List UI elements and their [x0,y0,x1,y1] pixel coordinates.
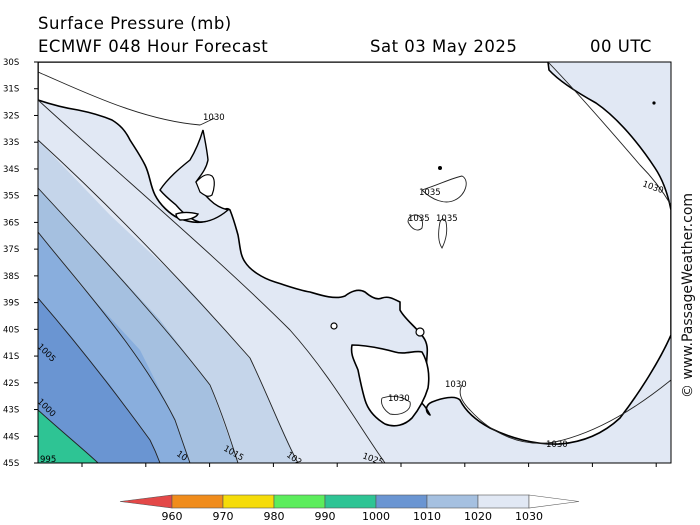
eyre-peninsula [195,174,215,197]
isobar-label: 1035 [436,214,458,224]
legend-value-label: 990 [315,510,336,523]
isobar-1035-a [421,175,467,203]
isobar-label: 1030 [546,440,568,450]
forecast-time: 00 UTC [590,37,652,56]
flinders-island [415,327,425,337]
legend-value-label: 970 [213,510,234,523]
isobar-label: 1035 [419,188,441,198]
isobar-1005 [38,297,161,463]
isobar-1025 [38,99,386,463]
isobar-1035-b [407,214,423,231]
isobar-label: 995 [40,455,56,465]
latitude-tick-label: 44S [3,432,19,442]
isobar-1035-c [438,218,448,249]
isobar-label: 1030 [388,394,410,404]
inland-lake [438,166,442,170]
latitude-tick-label: 33S [3,138,19,148]
legend-swatch [222,494,275,509]
legend-value-label: 960 [162,510,183,523]
isobar-lines [38,62,671,463]
latitude-tick-label: 38S [3,272,19,282]
legend-value-label: 1030 [515,510,543,523]
isobar-1015 [38,187,239,463]
legend-value-label: 980 [264,510,285,523]
latitude-tick-label: 36S [3,218,19,228]
isobar-1020 [38,139,299,463]
latitude-axis: 30S 31S 32S 33S 34S 35S 36S 37S 38S 39S 40S 41S 42S 4… [3,58,38,469]
legend-value-label: 1020 [464,510,492,523]
legend-value-label: 1010 [413,510,441,523]
latitude-tick-label: 39S [3,299,19,309]
latitude-tick-label: 42S [3,379,19,389]
latitude-tick-label: 31S [3,85,19,95]
isobar-label: 1035 [408,214,430,224]
legend-value-label: 1000 [362,510,390,523]
isobar-1030-tas [381,395,411,415]
latitude-tick-label: 30S [3,58,19,68]
map-title: Surface Pressure (mb) [38,14,232,33]
map-frame [37,61,672,464]
latitude-tick-label: 35S [3,192,19,202]
legend-swatch [426,494,479,509]
latitude-tick-label: 37S [3,245,19,255]
tasmania-island [350,344,430,427]
isobar-label: 1025 [361,451,385,468]
legend-swatch [171,494,224,509]
kangaroo-island [175,211,200,221]
latitude-tick-label: 41S [3,352,19,362]
pressure-map: 1030 1030 1035 1035 1035 1030 1030 1030 … [3,58,672,469]
isobar-label: 1030 [203,113,225,123]
isobar-label: 1030 [445,380,467,390]
pressure-band-1005 [38,298,160,463]
bass-strait-island [330,322,338,330]
legend-arrow-low [119,494,173,509]
latitude-tick-label: 40S [3,325,19,335]
watermark: © www.PassageWeather.com [680,193,696,398]
isobar-1030-south [459,379,671,444]
latitude-tick-label: 34S [3,165,19,175]
latitude-tick-label: 32S [3,111,19,121]
forecast-model-label: ECMWF 048 Hour Forecast [38,37,269,56]
legend-swatch [375,494,428,509]
latitude-tick-label: 43S [3,406,19,416]
offshore-island [652,101,656,105]
legend-labels: 960 970 980 990 1000 1010 1020 1030 [162,510,544,523]
watermark-text: © www.PassageWeather.com [680,193,696,398]
latitude-tick-label: 45S [3,459,19,469]
isobar-1000 [38,409,99,463]
legend-swatch [273,494,326,509]
forecast-date: Sat 03 May 2025 [370,37,518,56]
isobar-1030-east [547,62,671,206]
longitude-axis: 132E135E138E141E144E147E150E153E156E159E [81,463,657,467]
isobar-1030-west [38,71,216,126]
legend-arrow-high [528,494,580,509]
pressure-legend: 960 970 980 990 1000 1010 1020 1030 [119,494,580,523]
isobar-label: 10 [174,449,189,463]
legend-swatch [324,494,377,509]
legend-swatch [477,494,530,509]
isobar-1010 [38,231,191,463]
legend-color-scale [119,494,580,509]
